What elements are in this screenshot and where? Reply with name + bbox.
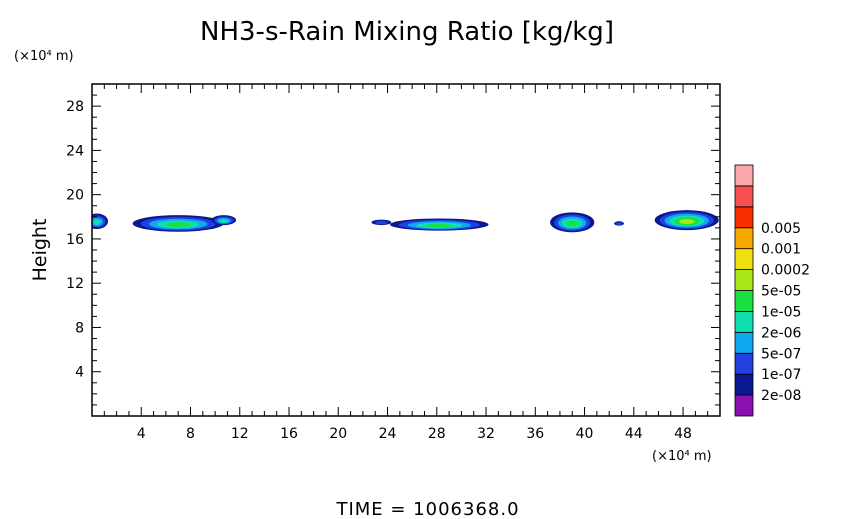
chart-title: NH3-s-Rain Mixing Ratio [kg/kg] xyxy=(200,17,614,47)
x-tick-label: 16 xyxy=(280,426,298,442)
legend-swatch xyxy=(734,269,754,291)
legend-label: 0.005 xyxy=(761,221,801,237)
x-tick-label: 4 xyxy=(137,426,146,442)
legend-swatch xyxy=(734,352,754,375)
contour-level-5 xyxy=(165,222,192,228)
legend-swatch xyxy=(734,185,754,208)
legend-label: 1e-07 xyxy=(761,367,801,383)
legend-swatch xyxy=(734,227,754,250)
contour-blob xyxy=(92,213,109,229)
legend-swatch xyxy=(734,206,754,229)
x-tick-label: 44 xyxy=(625,426,643,442)
contour-level-4 xyxy=(219,219,229,223)
y-axis-unit: (×10⁴ m) xyxy=(14,49,74,64)
plot-border xyxy=(91,83,721,417)
y-tick-label: 28 xyxy=(66,99,84,115)
legend-label: 5e-05 xyxy=(761,284,801,300)
x-tick-label: 8 xyxy=(186,426,195,442)
x-tick-label: 36 xyxy=(526,426,544,442)
legend-label: 5e-07 xyxy=(761,346,801,362)
y-tick-label: 20 xyxy=(66,188,84,204)
legend-swatch xyxy=(734,248,754,270)
x-tick-label: 20 xyxy=(329,426,347,442)
contour-level-5 xyxy=(425,224,454,228)
x-tick-label: 28 xyxy=(428,426,446,442)
contour-level-2 xyxy=(615,222,623,226)
legend-label: 0.0002 xyxy=(761,263,810,279)
y-tick-label: 8 xyxy=(75,320,84,336)
contour-blob xyxy=(550,212,595,233)
contour-level-4 xyxy=(93,219,101,225)
x-tick-label: 48 xyxy=(674,426,692,442)
x-tick-label: 24 xyxy=(379,426,397,442)
plot-frame xyxy=(91,83,721,417)
y-tick-label: 24 xyxy=(66,143,84,159)
y-axis: 4 8 12 16 20 24 28 xyxy=(66,94,720,406)
legend-swatch xyxy=(734,331,754,354)
contour-blob xyxy=(654,210,719,231)
legend-label: 2e-08 xyxy=(761,388,801,404)
x-axis: 4 8 12 16 20 24 28 32 36 40 44 48 xyxy=(103,84,709,442)
time-label: TIME = 1006368.0 xyxy=(335,499,519,519)
legend-swatch xyxy=(734,311,754,333)
y-tick-label: 12 xyxy=(66,276,84,292)
x-tick-label: 32 xyxy=(477,426,495,442)
contour-blob xyxy=(371,219,392,226)
contour-level-5 xyxy=(565,220,579,227)
contour-level-6 xyxy=(678,219,695,225)
legend-label: 1e-05 xyxy=(761,304,801,320)
x-tick-label: 12 xyxy=(231,426,249,442)
legend-swatch xyxy=(734,290,754,312)
color-legend: 2e-08 1e-07 5e-07 2e-06 1e-05 5e-05 0.0002 0.00… xyxy=(734,164,810,417)
contour-blob xyxy=(614,221,624,226)
contour-blob xyxy=(211,215,237,226)
legend-swatch xyxy=(734,164,754,187)
plot-area xyxy=(92,210,719,233)
contour-level-2 xyxy=(375,220,388,225)
legend-label: 2e-06 xyxy=(761,325,801,341)
legend-swatch xyxy=(734,394,754,417)
y-tick-label: 16 xyxy=(66,232,84,248)
y-axis-label: Height xyxy=(29,219,51,282)
contour-blob xyxy=(389,218,489,231)
contour-blob xyxy=(132,215,224,232)
legend-swatch xyxy=(734,373,754,396)
y-tick-label: 4 xyxy=(75,365,84,381)
x-tick-label: 40 xyxy=(576,426,594,442)
legend-label: 0.001 xyxy=(761,242,801,258)
x-axis-unit: (×10⁴ m) xyxy=(652,449,712,464)
